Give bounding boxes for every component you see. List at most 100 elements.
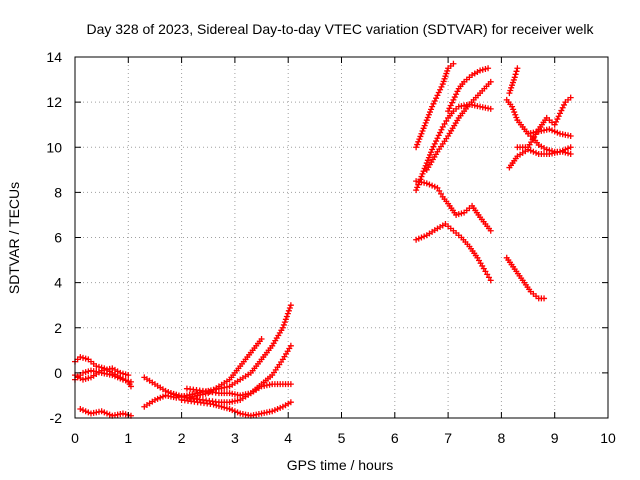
series-21 bbox=[525, 126, 574, 139]
data-point bbox=[447, 102, 454, 109]
data-point bbox=[424, 157, 431, 164]
data-point bbox=[122, 371, 129, 378]
data-point bbox=[443, 117, 450, 124]
data-point bbox=[530, 148, 537, 155]
data-point bbox=[485, 65, 492, 72]
data-point bbox=[79, 354, 86, 361]
series-13 bbox=[445, 65, 492, 115]
data-point bbox=[85, 368, 92, 375]
data-point bbox=[428, 149, 435, 156]
data-point bbox=[415, 138, 422, 145]
data-marks bbox=[72, 60, 574, 419]
data-point bbox=[418, 234, 425, 241]
data-point bbox=[419, 128, 426, 135]
data-point bbox=[215, 402, 222, 409]
data-point bbox=[117, 375, 124, 382]
data-point bbox=[226, 405, 233, 412]
data-point bbox=[93, 363, 100, 370]
data-point bbox=[451, 94, 458, 101]
data-point bbox=[437, 190, 444, 197]
data-point bbox=[167, 390, 174, 397]
series-6 bbox=[141, 302, 294, 410]
data-point bbox=[453, 91, 460, 98]
data-point bbox=[82, 369, 89, 376]
data-point bbox=[450, 96, 457, 103]
series-8 bbox=[178, 396, 294, 419]
data-point bbox=[554, 129, 561, 136]
series-11 bbox=[413, 101, 494, 194]
x-tick-label: 5 bbox=[338, 430, 346, 446]
data-point bbox=[159, 393, 166, 400]
data-point bbox=[449, 99, 456, 106]
data-point bbox=[287, 302, 294, 309]
data-point bbox=[554, 116, 561, 123]
data-point bbox=[422, 119, 429, 126]
data-point bbox=[413, 187, 420, 194]
data-point bbox=[434, 184, 441, 191]
data-point bbox=[557, 148, 564, 155]
data-point bbox=[441, 120, 448, 127]
data-point bbox=[109, 372, 116, 379]
data-point bbox=[213, 402, 220, 409]
data-point bbox=[418, 130, 425, 137]
data-point bbox=[82, 355, 89, 362]
data-point bbox=[435, 89, 442, 96]
data-point bbox=[549, 127, 556, 134]
data-point bbox=[431, 97, 438, 104]
data-point bbox=[426, 109, 433, 116]
series-19 bbox=[506, 65, 521, 97]
data-point bbox=[485, 274, 492, 281]
data-point bbox=[218, 403, 225, 410]
y-tick-label: 12 bbox=[46, 94, 62, 110]
x-tick-label: 0 bbox=[71, 430, 79, 446]
data-point bbox=[487, 277, 494, 284]
data-point bbox=[510, 106, 517, 113]
data-point bbox=[420, 168, 427, 175]
data-point bbox=[157, 394, 164, 401]
data-point bbox=[111, 373, 118, 380]
x-tick-label: 4 bbox=[284, 430, 292, 446]
data-point bbox=[277, 404, 284, 411]
data-point bbox=[512, 111, 519, 118]
data-point bbox=[559, 147, 566, 154]
data-point bbox=[555, 113, 562, 120]
data-point bbox=[114, 374, 121, 381]
data-point bbox=[487, 105, 494, 112]
data-point bbox=[154, 395, 161, 402]
data-point bbox=[95, 363, 102, 370]
data-point bbox=[437, 129, 444, 136]
series-10 bbox=[413, 60, 457, 151]
data-point bbox=[119, 370, 126, 377]
x-tick-label: 6 bbox=[391, 430, 399, 446]
data-point bbox=[527, 147, 534, 154]
x-tick-label: 9 bbox=[551, 430, 559, 446]
data-point bbox=[77, 405, 84, 412]
x-tick-label: 2 bbox=[178, 430, 186, 446]
x-tick-label: 8 bbox=[498, 430, 506, 446]
y-tick-label: 4 bbox=[54, 275, 62, 291]
data-point bbox=[425, 111, 432, 118]
data-point bbox=[429, 103, 436, 110]
data-point bbox=[565, 145, 572, 152]
data-point bbox=[454, 88, 461, 95]
data-point bbox=[279, 324, 286, 331]
data-point bbox=[431, 140, 438, 147]
data-point bbox=[286, 305, 293, 312]
data-point bbox=[271, 407, 278, 414]
data-point bbox=[437, 86, 444, 93]
y-tick-label: 6 bbox=[54, 230, 62, 246]
series-7 bbox=[167, 342, 294, 406]
data-point bbox=[561, 101, 568, 108]
data-point bbox=[415, 235, 422, 242]
data-point bbox=[210, 401, 217, 408]
data-point bbox=[551, 128, 558, 135]
data-point bbox=[221, 404, 228, 411]
data-point bbox=[450, 60, 457, 67]
data-point bbox=[280, 321, 287, 328]
data-point bbox=[234, 409, 241, 416]
data-point bbox=[127, 378, 134, 385]
series-4 bbox=[77, 405, 134, 419]
data-point bbox=[558, 107, 565, 114]
x-tick-label: 1 bbox=[124, 430, 132, 446]
